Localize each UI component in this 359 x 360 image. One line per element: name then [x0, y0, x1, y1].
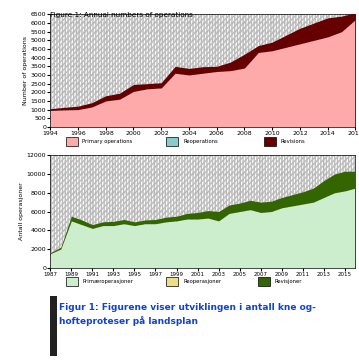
Text: Revisjoner: Revisjoner	[275, 279, 302, 284]
Text: Figur 1: Figurene viser utviklingen i antall kne og-
hofteproteser på landsplan: Figur 1: Figurene viser utviklingen i an…	[60, 303, 316, 326]
Text: Reoperations: Reoperations	[183, 139, 218, 144]
Text: Primary operations: Primary operations	[82, 139, 133, 144]
Bar	[66, 136, 78, 145]
Text: Figure 1: Annual numbers of operations: Figure 1: Annual numbers of operations	[50, 12, 193, 18]
Y-axis label: Antall operasjoner: Antall operasjoner	[19, 183, 24, 240]
Text: Primæroperasjoner: Primæroperasjoner	[82, 279, 133, 284]
Bar	[166, 278, 178, 287]
Text: Reoperasjoner: Reoperasjoner	[183, 279, 221, 284]
Y-axis label: Number of operations: Number of operations	[23, 36, 28, 105]
Bar	[66, 278, 78, 287]
Text: Revisions: Revisions	[281, 139, 306, 144]
Bar	[166, 136, 178, 145]
Bar	[258, 278, 270, 287]
Bar	[50, 296, 57, 356]
Bar	[264, 136, 276, 145]
